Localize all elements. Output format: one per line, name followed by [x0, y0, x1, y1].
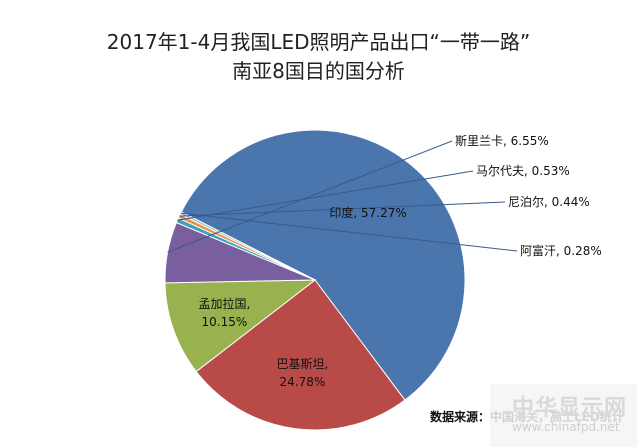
leader-lines: [167, 140, 518, 253]
chart-subtitle: 南亚8国目的国分析: [232, 59, 405, 83]
slice-label-afghanistan: 阿富汗, 0.28%: [520, 243, 602, 258]
leader-line-afghanistan: [180, 212, 518, 252]
slice-label-maldives: 马尔代夫, 0.53%: [476, 163, 570, 178]
slice-label-nepal: 尼泊尔, 0.44%: [508, 194, 590, 209]
leader-line-maldives: [177, 170, 474, 221]
pie-slice-india: [180, 129, 466, 401]
leader-line-sri-lanka: [167, 140, 453, 253]
slice-label-bangladesh: 孟加拉国, 10.15%: [198, 296, 250, 329]
chart-title: 2017年1-4月我国LED照明产品出口“一带一路”: [106, 30, 531, 54]
watermark-url: www.chinafpd.net: [512, 420, 620, 434]
slice-label-pakistan: 巴基斯坦, 24.78%: [276, 357, 328, 389]
slice-labels: 印度, 57.27% 巴基斯坦, 24.78% 孟加拉国, 10.15% 斯里兰卡, 6.…: [198, 134, 601, 389]
pie-slices: [164, 129, 466, 431]
slice-label-sri-lanka: 斯里兰卡, 6.55%: [455, 134, 549, 148]
pie-slice-afghanistan: [179, 211, 316, 281]
leader-line-nepal: [179, 201, 506, 217]
pie-slice-pakistan: [195, 279, 406, 431]
pie-slice-bangladesh: [164, 279, 317, 373]
watermark-background: [490, 384, 637, 447]
slice-label-india: 印度, 57.27%: [329, 205, 406, 220]
watermark-logo-text: 中华显示网: [512, 396, 628, 421]
